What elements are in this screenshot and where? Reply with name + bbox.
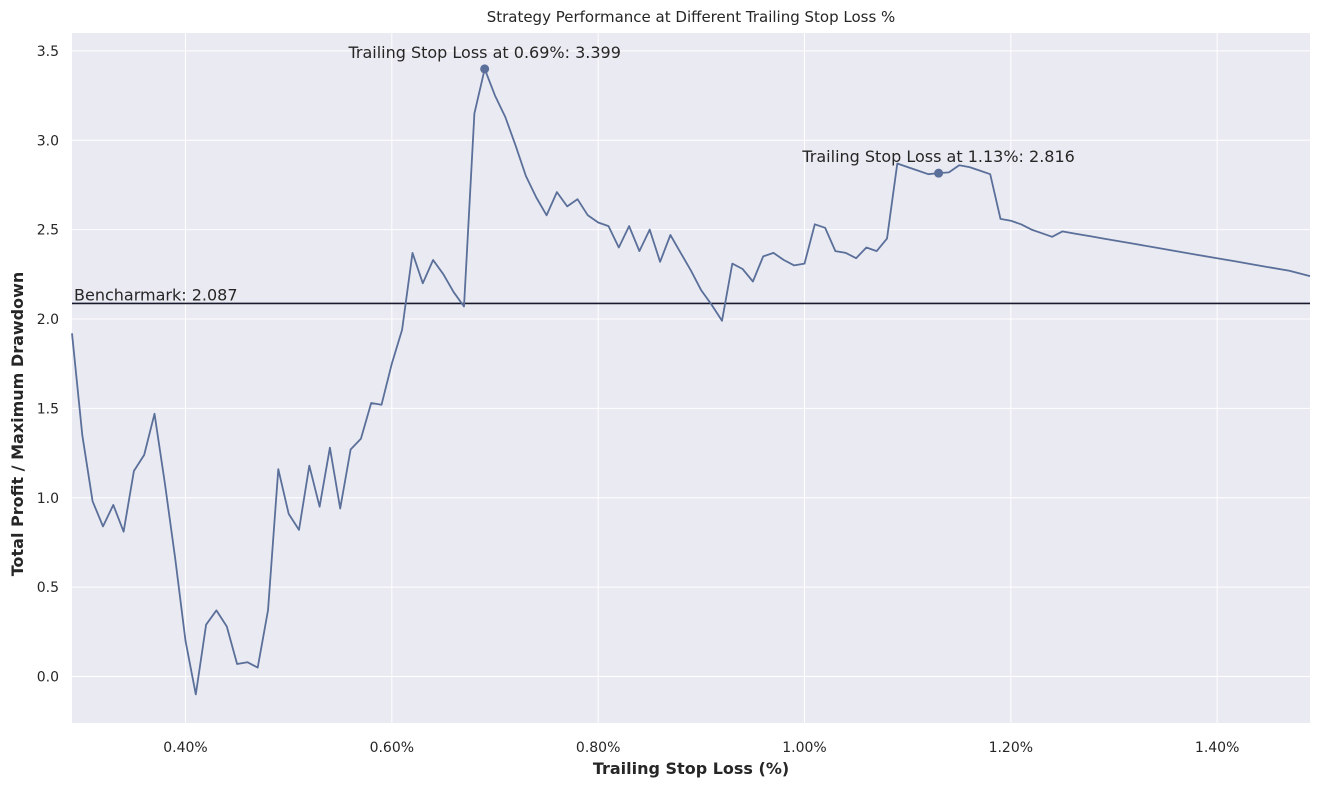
annotation-label: Trailing Stop Loss at 0.69%: 3.399 (347, 43, 620, 62)
y-tick-label: 1.5 (37, 401, 59, 417)
y-axis-label: Total Profit / Maximum Drawdown (8, 272, 27, 577)
y-axis-ticks: 0.0 0.5 1.0 1.5 2.0 2.5 3.0 3.5 (37, 44, 59, 686)
benchmark-label: Bencharmark: 2.087 (74, 285, 238, 304)
x-tick-label: 1.20% (989, 740, 1033, 756)
x-tick-label: 0.60% (370, 740, 414, 756)
y-tick-label: 0.5 (37, 580, 59, 596)
x-tick-label: 0.80% (576, 740, 620, 756)
x-tick-label: 1.00% (782, 740, 826, 756)
x-tick-label: 1.40% (1195, 740, 1239, 756)
annotation-marker (480, 64, 490, 74)
plot-area (72, 33, 1310, 723)
annotations-group: Trailing Stop Loss at 0.69%: 3.399 Traili… (347, 43, 1075, 178)
annotation-label: Trailing Stop Loss at 1.13%: 2.816 (801, 147, 1074, 166)
y-tick-label: 2.0 (37, 312, 59, 328)
y-tick-label: 3.5 (37, 44, 59, 60)
y-tick-label: 1.0 (37, 491, 59, 507)
chart-title: Strategy Performance at Different Traili… (487, 8, 896, 26)
series-line (71, 68, 1311, 696)
benchmark-line-group: Bencharmark: 2.087 (72, 285, 1310, 304)
y-tick-label: 0.0 (37, 670, 59, 686)
grid-lines (72, 33, 1310, 723)
x-tick-label: 0.40% (163, 740, 207, 756)
y-tick-label: 2.5 (37, 223, 59, 239)
y-tick-label: 3.0 (37, 133, 59, 149)
annotation-marker (934, 168, 944, 178)
series-group (71, 68, 1311, 696)
x-axis-ticks: 0.40% 0.60% 0.80% 1.00% 1.20% 1.40% (163, 740, 1239, 756)
x-axis-label: Trailing Stop Loss (%) (593, 759, 789, 778)
